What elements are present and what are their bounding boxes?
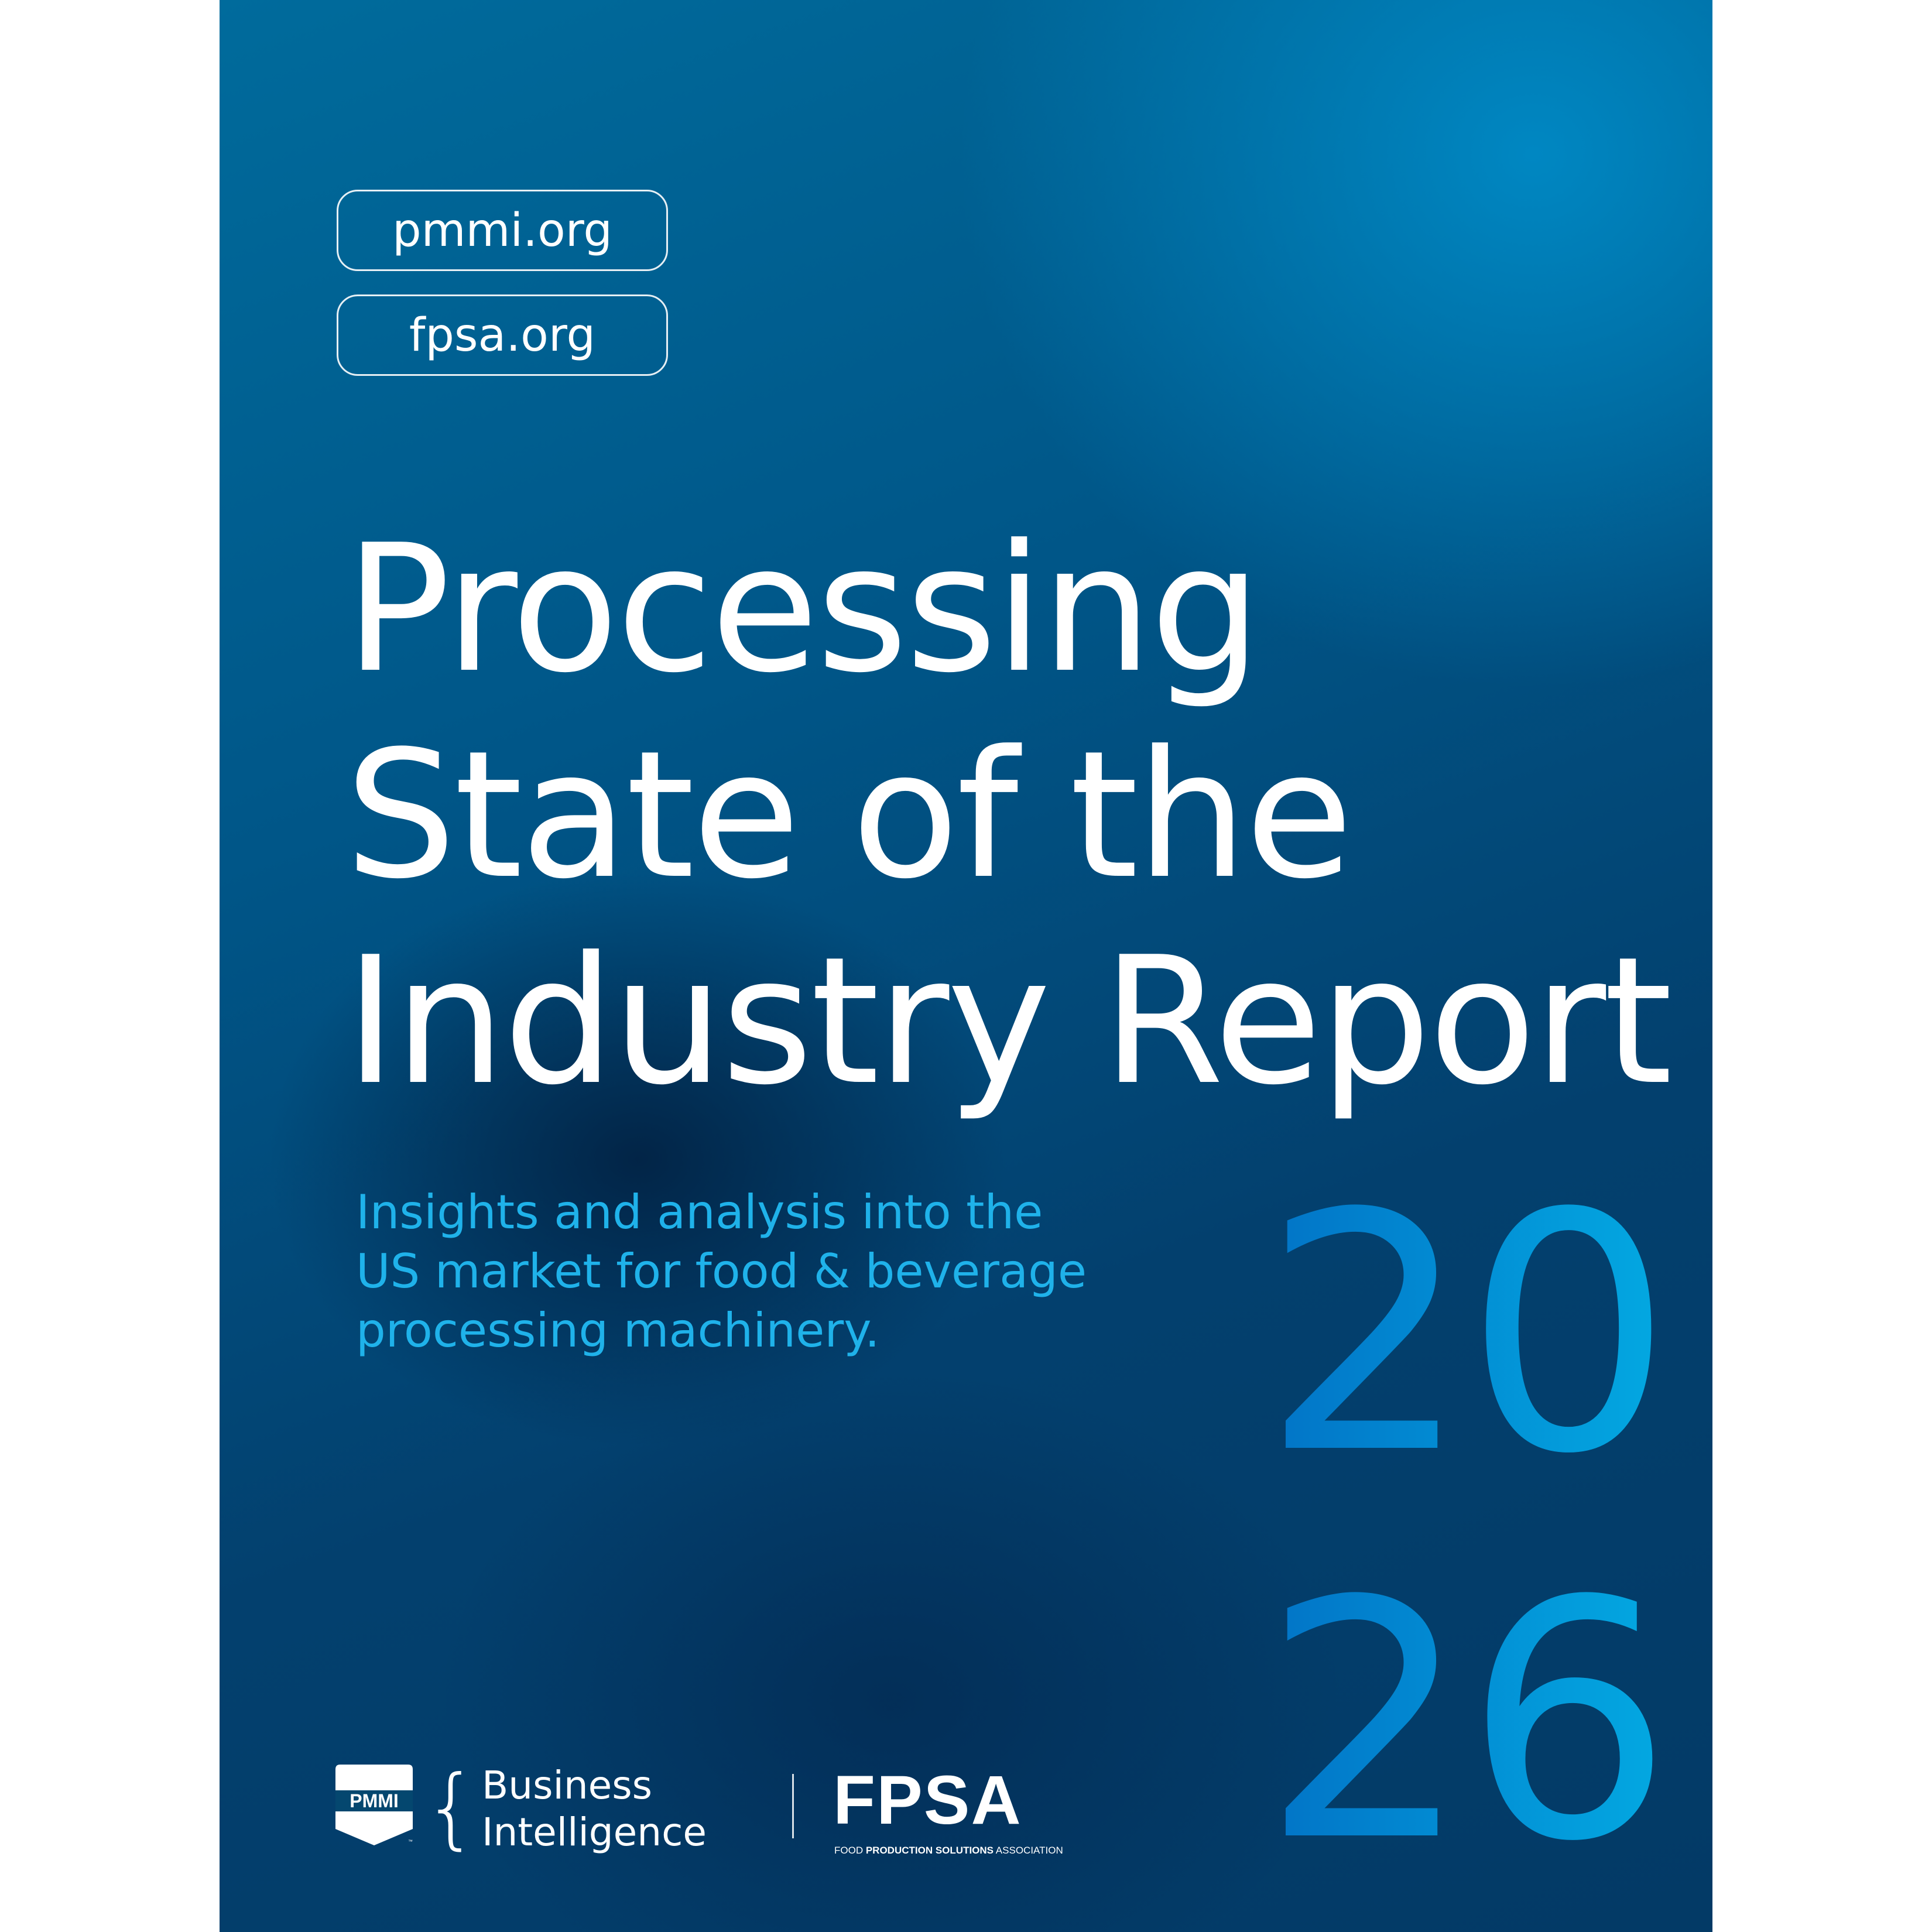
brace-icon: { [423,1757,479,1859]
tagline-part: ASSOCIATION [994,1845,1063,1856]
title-line: Processing [345,507,1262,711]
pmmi-shield-logo: PMMI ™ [335,1765,413,1845]
tagline-part: PRODUCTION SOLUTIONS [865,1845,994,1856]
year-top: 20 [1262,1142,1673,1528]
year-bottom: 26 [1262,1529,1673,1916]
pmmi-logo-text: PMMI [350,1790,399,1811]
fpsa-logo: FPSA [833,1762,1022,1839]
logo-bar: PMMI ™ { Business Intelligence FPSA FOOD… [335,1756,1214,1862]
report-cover: pmmi.org fpsa.org Processing State of th… [220,0,1712,1932]
report-title: Processing State of the Industry Report [345,506,1673,1125]
title-line: Industry Report [345,919,1673,1123]
subtitle-line: processing machinery. [356,1303,880,1358]
bi-line: Intelligence [482,1810,707,1855]
subtitle-line: US market for food & beverage [356,1244,1087,1299]
tagline-part: FOOD [834,1845,866,1856]
fpsa-tagline: FOOD PRODUCTION SOLUTIONS ASSOCIATION [834,1844,1063,1857]
bi-line: Business [482,1763,653,1808]
pmmi-link[interactable]: pmmi.org [337,190,668,271]
logo-divider [792,1774,794,1838]
subtitle-line: Insights and analysis into the [356,1185,1043,1239]
fpsa-link[interactable]: fpsa.org [337,294,668,376]
trademark: ™ [408,1839,413,1844]
report-subtitle: Insights and analysis into the US market… [356,1183,1087,1360]
title-line: State of the [345,713,1353,917]
